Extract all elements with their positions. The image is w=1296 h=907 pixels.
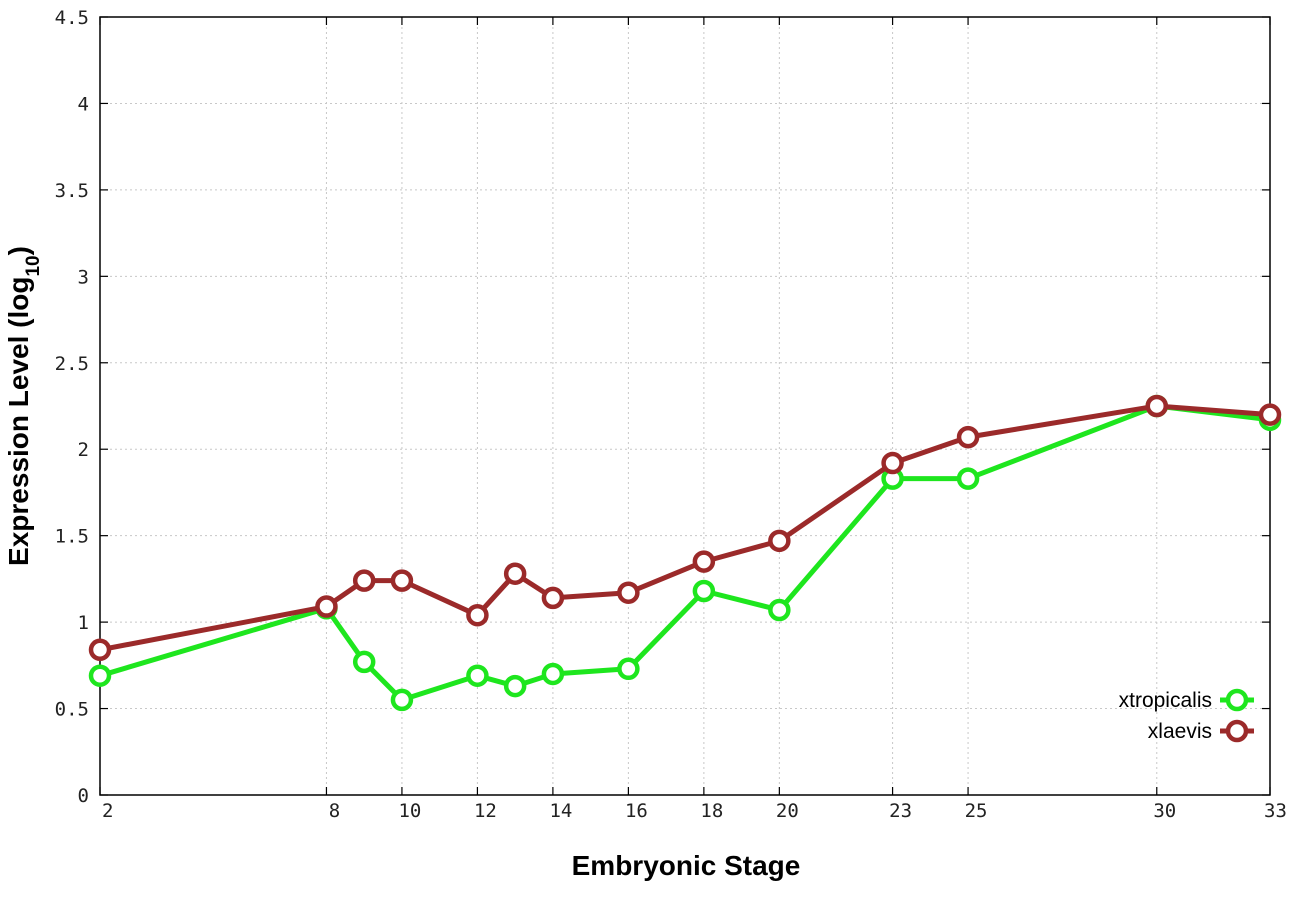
data-point-xlaevis [503, 562, 527, 585]
x-tick-label: 23 [889, 800, 912, 822]
data-point-xlaevis [956, 425, 980, 449]
data-point-xtropicalis [503, 674, 527, 698]
data-point-xtropicalis [768, 598, 791, 622]
x-tick-label: 2 [102, 800, 113, 822]
x-tick-label: 10 [398, 800, 421, 822]
grid-lines [100, 17, 1270, 795]
data-point-xtropicalis [956, 467, 980, 490]
data-point-xtropicalis [541, 662, 565, 686]
data-point-xlaevis [541, 586, 565, 610]
x-axis-title: Embryonic Stage [572, 850, 801, 881]
data-point-xlaevis [768, 529, 791, 553]
data-point-xlaevis [692, 550, 716, 573]
x-tick-label: 20 [776, 800, 799, 822]
x-tick-label: 30 [1153, 800, 1176, 822]
x-tick-label: 25 [965, 800, 988, 822]
x-tick-label: 8 [329, 800, 340, 822]
y-tick-label: 3.5 [55, 180, 89, 202]
y-tick-label: 1.5 [55, 526, 89, 548]
y-tick-label: 4 [78, 93, 89, 115]
x-tick-label: 14 [549, 800, 572, 822]
data-point-xtropicalis [390, 688, 414, 712]
y-tick-label: 0 [78, 785, 89, 807]
y-axis-title-subscript: 10 [23, 255, 44, 276]
data-point-xlaevis [390, 569, 414, 592]
legend-marker-swatch [1225, 719, 1249, 743]
y-tick-label: 2 [78, 439, 89, 461]
x-tick-label: 33 [1264, 800, 1287, 822]
legend-label: xtropicalis [1119, 689, 1212, 712]
data-point-xtropicalis [352, 650, 376, 674]
data-point-xlaevis [352, 569, 376, 592]
data-point-xlaevis [881, 451, 904, 475]
data-point-xtropicalis [617, 657, 640, 681]
data-point-xtropicalis [466, 664, 489, 687]
legend: xtropicalis xlaevis [1119, 688, 1254, 743]
data-point-xtropicalis [88, 664, 112, 687]
data-point-xlaevis [1258, 403, 1282, 426]
x-tick-label: 12 [474, 800, 497, 822]
data-point-xtropicalis [692, 579, 716, 603]
data-point-xlaevis [466, 603, 489, 627]
legend-label: xlaevis [1148, 720, 1212, 743]
x-tick-label: 18 [700, 800, 723, 822]
data-point-xlaevis [88, 638, 112, 662]
data-point-xlaevis [315, 595, 338, 618]
series-layer [88, 394, 1282, 712]
y-tick-label: 2.5 [55, 353, 89, 375]
x-tick-label: 16 [625, 800, 648, 822]
axis-ticks: 0 0.5 1 1.5 2 2.5 3 3.5 4 4.5 2 8 10 12 14 16 18 20 23 25 30… [55, 7, 1287, 822]
y-axis-title-main: Expression Level (log [3, 277, 34, 566]
y-tick-label: 0.5 [55, 699, 89, 721]
data-point-xlaevis [617, 581, 640, 604]
series-xlaevis [88, 394, 1282, 662]
y-tick-label: 3 [78, 266, 89, 288]
legend-marker-swatch [1225, 688, 1249, 712]
legend-entry-xlaevis: xlaevis [1148, 719, 1254, 743]
y-axis-title-close: ) [3, 246, 34, 255]
y-axis-title: Expression Level (log10) [3, 246, 44, 566]
data-point-xlaevis [1145, 394, 1169, 418]
y-tick-label: 4.5 [55, 7, 89, 29]
legend-entry-xtropicalis: xtropicalis [1119, 688, 1254, 712]
y-tick-label: 1 [78, 612, 89, 634]
